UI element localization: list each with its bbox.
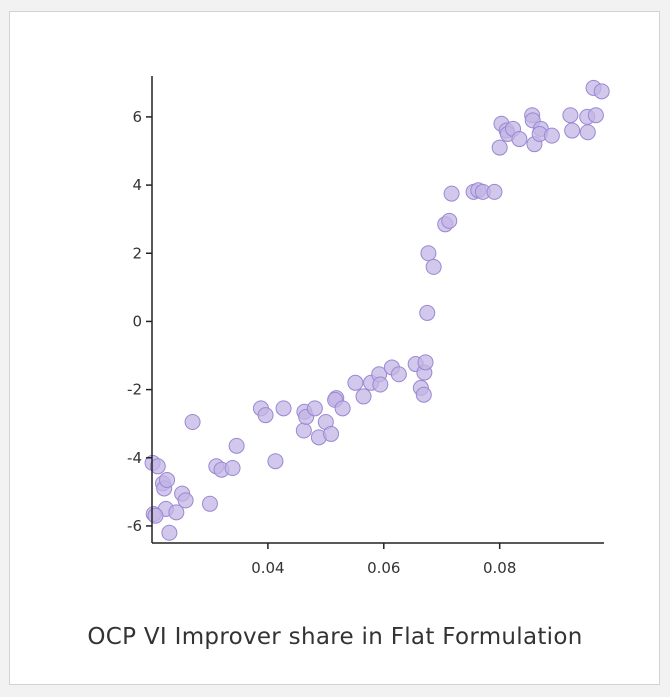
scatter-point (147, 507, 164, 524)
scatter-point (419, 304, 436, 321)
scatter-point (168, 504, 185, 521)
scatter-point (224, 460, 241, 477)
scatter-point (415, 386, 432, 403)
data-points (144, 79, 610, 541)
scatter-point (587, 107, 604, 124)
y-tick-label: -6 (127, 517, 142, 535)
scatter-point (486, 183, 503, 200)
scatter-point (347, 374, 364, 391)
scatter-point (306, 400, 323, 417)
scatter-point (159, 471, 176, 488)
x-tick-label: 0.06 (367, 559, 400, 577)
scatter-point (511, 131, 528, 148)
scatter-point (579, 124, 596, 141)
x-tick-label: 0.08 (483, 559, 516, 577)
x-axis-ticks: 0.04 0.06 0.08 (251, 543, 516, 577)
chart-card (9, 11, 660, 685)
scatter-point (390, 366, 407, 383)
scatter-point (564, 122, 581, 139)
x-tick-label: 0.04 (251, 559, 284, 577)
scatter-point (355, 388, 372, 405)
scatter-point (267, 453, 284, 470)
scatter-point (184, 413, 201, 430)
x-axis-label: OCP VI Improver share in Flat Formulatio… (87, 624, 583, 650)
scatter-point (295, 422, 312, 439)
y-tick-label: 4 (132, 176, 142, 194)
scatter-point (334, 400, 351, 417)
y-axis-ticks: -6 -4 -2 0 2 4 6 (127, 108, 152, 535)
scatter-point (201, 495, 218, 512)
scatter-point (491, 139, 508, 156)
scatter-point (562, 107, 579, 124)
scatter-point (177, 492, 194, 509)
scatter-point (161, 524, 178, 541)
scatter-point (149, 458, 166, 475)
scatter-point (417, 354, 434, 371)
scatter-point (257, 407, 274, 424)
scatter-point (593, 83, 610, 100)
y-tick-label: -2 (127, 381, 142, 399)
y-tick-label: 0 (132, 312, 142, 330)
scatter-point (443, 185, 460, 202)
scatter-point (372, 376, 389, 393)
scatter-point (420, 245, 437, 262)
scatter-point (323, 425, 340, 442)
scatter-point (441, 212, 458, 229)
scatter-point (425, 258, 442, 275)
y-tick-label: 6 (132, 108, 142, 126)
scatter-point (228, 437, 245, 454)
scatter-point (543, 127, 560, 144)
scatter-point (275, 400, 292, 417)
y-tick-label: -4 (127, 449, 142, 467)
y-tick-label: 2 (132, 244, 142, 262)
